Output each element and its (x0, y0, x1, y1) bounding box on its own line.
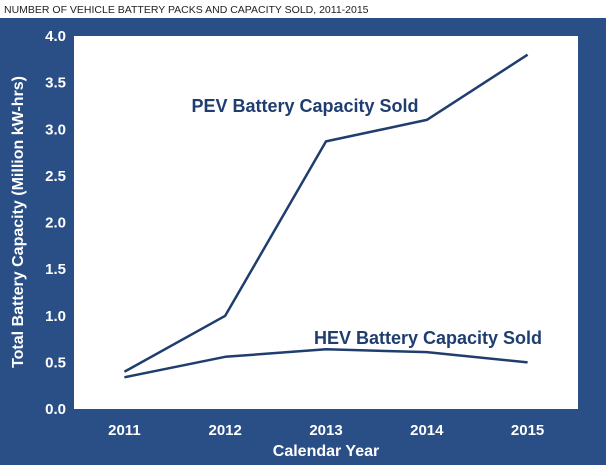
y-axis-title: Total Battery Capacity (Million kW-hrs) (10, 76, 27, 368)
pev-series-label: PEV Battery Capacity Sold (191, 96, 418, 116)
y-tick-label: 0.5 (45, 354, 66, 371)
chart-panel: 0.0 0.5 1.0 1.5 2.0 2.5 3.0 3.5 4.0 2011 2012 2013… (0, 18, 606, 465)
x-tick-label: 2015 (511, 422, 544, 439)
y-tick-label: 4.0 (45, 28, 66, 45)
y-tick-label: 2.0 (45, 215, 66, 232)
x-tick-label: 2014 (410, 422, 444, 439)
x-tick-label: 2012 (209, 422, 242, 439)
hev-series-label: HEV Battery Capacity Sold (314, 328, 542, 348)
x-axis-ticks: 2011 2012 2013 2014 2015 (108, 422, 544, 439)
y-tick-label: 2.5 (45, 168, 66, 185)
y-axis-ticks: 0.0 0.5 1.0 1.5 2.0 2.5 3.0 3.5 4.0 (45, 28, 66, 418)
x-axis-title: Calendar Year (273, 443, 379, 460)
y-tick-label: 0.0 (45, 401, 66, 418)
y-tick-label: 3.5 (45, 75, 66, 92)
x-tick-label: 2013 (309, 422, 342, 439)
chart-caption: NUMBER OF VEHICLE BATTERY PACKS AND CAPA… (4, 4, 369, 16)
series-lines (123, 53, 529, 379)
y-tick-label: 3.0 (45, 121, 66, 138)
y-tick-label: 1.5 (45, 261, 66, 278)
x-tick-label: 2011 (108, 422, 141, 439)
plot-area (74, 36, 578, 409)
hev-series-line (124, 348, 528, 379)
pev-series-line (123, 53, 529, 373)
line-chart: 0.0 0.5 1.0 1.5 2.0 2.5 3.0 3.5 4.0 2011 2012 2013… (0, 18, 606, 465)
y-tick-label: 1.0 (45, 308, 66, 325)
